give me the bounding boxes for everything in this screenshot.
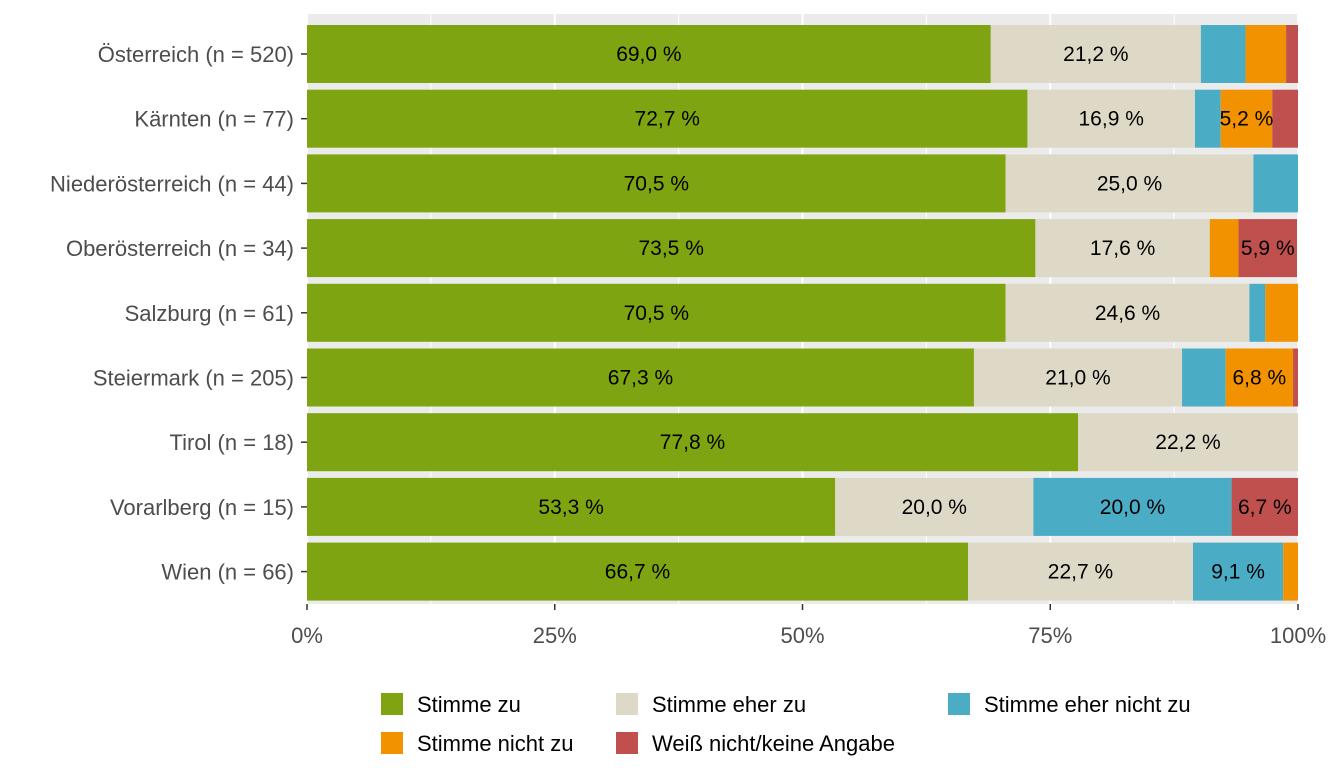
category-label: Kärnten (n = 77) xyxy=(134,107,294,132)
bar-stimme-eher-nicht-zu-8 xyxy=(1033,477,1232,536)
bar-value-label: 6,8 % xyxy=(1232,367,1286,390)
bar-value-label: 73,5 % xyxy=(638,237,703,260)
bar-stimme-eher-zu-5 xyxy=(1005,283,1250,342)
bar-value-label: 17,6 % xyxy=(1090,237,1155,260)
bar-stimme-eher-zu-6 xyxy=(973,348,1183,407)
bar-stimme-nicht-zu-9 xyxy=(1283,542,1298,601)
bar-stimme-eher-zu-4 xyxy=(1035,219,1210,278)
category-label: Oberösterreich (n = 34) xyxy=(66,236,294,261)
bar-value-label: 21,0 % xyxy=(1045,367,1110,390)
bar-stimme-eher-zu-9 xyxy=(967,542,1193,601)
bar-weiss-nicht-keine-angabe-4 xyxy=(1238,219,1298,278)
bar-value-label: 67,3 % xyxy=(608,367,673,390)
x-tick-label: 50% xyxy=(780,623,824,648)
category-label: Wien (n = 66) xyxy=(161,560,294,585)
bar-stimme-zu-7 xyxy=(307,413,1078,472)
bar-stimme-eher-zu-3 xyxy=(1005,154,1254,213)
x-tick-label: 25% xyxy=(533,623,577,648)
bar-labels: 69,0 % 21,2 % 72,7 % 16,9 % 5,2 % 70,5 % 25,0 … xyxy=(538,43,1294,584)
bar-weiss-nicht-keine-angabe-2 xyxy=(1272,89,1298,148)
legend-swatch-stimme-eher-nicht-zu xyxy=(948,693,970,715)
x-tick-label: 75% xyxy=(1028,623,1072,648)
bar-value-label: 77,8 % xyxy=(660,431,725,454)
bars xyxy=(307,25,1298,601)
legend-label-stimme-eher-zu: Stimme eher zu xyxy=(652,692,806,717)
bar-value-label: 25,0 % xyxy=(1097,172,1162,195)
bar-stimme-nicht-zu-5 xyxy=(1265,283,1298,342)
legend-swatch-stimme-zu xyxy=(381,693,403,715)
bar-stimme-zu-8 xyxy=(307,477,836,536)
category-label: Salzburg (n = 61) xyxy=(125,301,294,326)
bar-stimme-eher-nicht-zu-5 xyxy=(1249,283,1266,342)
bar-value-label: 5,9 % xyxy=(1241,237,1295,260)
bar-stimme-zu-5 xyxy=(307,283,1006,342)
legend-label-stimme-eher-nicht-zu: Stimme eher nicht zu xyxy=(984,692,1191,717)
bar-value-label: 70,5 % xyxy=(624,302,689,325)
bar-value-label: 21,2 % xyxy=(1063,43,1128,66)
category-label: Österreich (n = 520) xyxy=(98,42,294,67)
category-label: Vorarlberg (n = 15) xyxy=(110,495,294,520)
category-label: Tirol (n = 18) xyxy=(169,430,294,455)
bar-stimme-zu-6 xyxy=(307,348,974,407)
legend-swatch-stimme-eher-zu xyxy=(616,693,638,715)
bar-value-label: 6,7 % xyxy=(1238,496,1292,519)
bar-stimme-eher-zu-7 xyxy=(1077,413,1298,472)
legend-label-stimme-nicht-zu: Stimme nicht zu xyxy=(417,731,574,756)
category-label: Niederösterreich (n = 44) xyxy=(50,171,294,196)
bar-stimme-zu-2 xyxy=(307,89,1028,148)
bar-weiss-nicht-keine-angabe-1 xyxy=(1286,25,1298,83)
bar-value-label: 16,9 % xyxy=(1079,108,1144,131)
category-label: Steiermark (n = 205) xyxy=(93,366,294,391)
bar-stimme-zu-4 xyxy=(307,219,1036,278)
axes: Österreich (n = 520) Kärnten (n = 77) Nied… xyxy=(50,42,1326,648)
bar-stimme-nicht-zu-6 xyxy=(1225,348,1294,407)
bar-weiss-nicht-keine-angabe-8 xyxy=(1231,477,1298,536)
bar-stimme-eher-zu-2 xyxy=(1027,89,1195,148)
bar-value-label: 20,0 % xyxy=(902,496,967,519)
legend-label-weiss-nicht-keine-angabe: Weiß nicht/keine Angabe xyxy=(652,731,895,756)
bar-stimme-nicht-zu-4 xyxy=(1209,219,1239,278)
bar-weiss-nicht-keine-angabe-6 xyxy=(1293,348,1298,407)
x-tick-label: 100% xyxy=(1270,623,1326,648)
bar-value-label: 20,0 % xyxy=(1100,496,1165,519)
bar-value-label: 66,7 % xyxy=(605,561,670,584)
bar-value-label: 9,1 % xyxy=(1211,561,1265,584)
bar-stimme-eher-nicht-zu-9 xyxy=(1192,542,1284,601)
bar-value-label: 69,0 % xyxy=(616,43,681,66)
bar-stimme-zu-3 xyxy=(307,154,1006,213)
legend-label-stimme-zu: Stimme zu xyxy=(417,692,521,717)
bar-value-label: 22,2 % xyxy=(1155,431,1220,454)
bar-stimme-zu-1 xyxy=(307,25,991,83)
bar-value-label: 70,5 % xyxy=(624,172,689,195)
x-tick-label: 0% xyxy=(291,623,323,648)
bar-stimme-eher-nicht-zu-1 xyxy=(1200,25,1246,83)
bar-stimme-nicht-zu-1 xyxy=(1245,25,1287,83)
bar-stimme-eher-nicht-zu-2 xyxy=(1194,89,1221,148)
bar-value-label: 5,2 % xyxy=(1220,108,1274,131)
legend-swatch-weiss-nicht-keine-angabe xyxy=(616,732,638,754)
bar-value-label: 53,3 % xyxy=(538,496,603,519)
bar-stimme-eher-nicht-zu-3 xyxy=(1253,154,1298,213)
bar-stimme-zu-9 xyxy=(307,542,968,601)
bar-value-label: 24,6 % xyxy=(1095,302,1160,325)
bar-stimme-nicht-zu-2 xyxy=(1220,89,1273,148)
bar-stimme-eher-zu-8 xyxy=(835,477,1034,536)
legend: Stimme zu Stimme eher zu Stimme eher nicht… xyxy=(381,692,1191,756)
legend-swatch-stimme-nicht-zu xyxy=(381,732,403,754)
bar-value-label: 22,7 % xyxy=(1048,561,1113,584)
bar-stimme-eher-zu-1 xyxy=(990,25,1201,83)
bar-value-label: 72,7 % xyxy=(635,108,700,131)
bar-stimme-eher-nicht-zu-6 xyxy=(1182,348,1226,407)
